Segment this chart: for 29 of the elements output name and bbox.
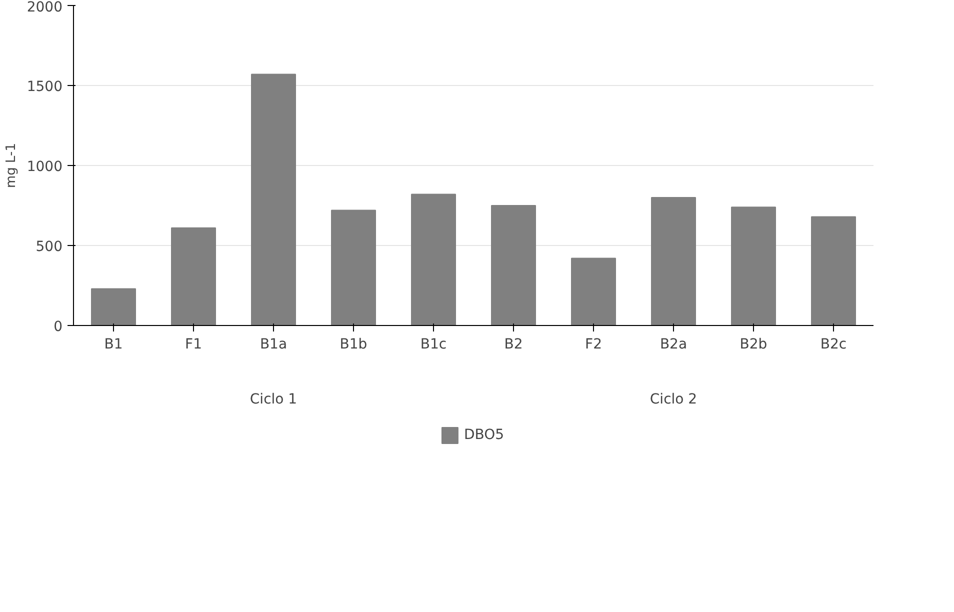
bar — [171, 227, 216, 326]
x-tick-label: B1 — [104, 336, 123, 352]
bar — [571, 258, 616, 326]
x-tick-label: F1 — [185, 336, 202, 352]
x-tick-label: B2b — [740, 336, 768, 352]
y-tick-label: 500 — [36, 239, 63, 255]
y-tick-label: 1000 — [26, 159, 63, 175]
bar — [91, 288, 136, 326]
y-tick-label: 0 — [54, 319, 63, 335]
bar — [331, 210, 376, 326]
y-tick-label: 2000 — [26, 0, 63, 16]
text: Ciclo 1 — [250, 392, 298, 408]
legend-label: DBO5 — [464, 427, 504, 443]
bar — [411, 194, 456, 326]
bar — [491, 205, 536, 326]
x-tick-label: B2 — [504, 336, 523, 352]
y-axis-title: mg L-1 — [4, 142, 19, 188]
x-tick-label: B1a — [260, 336, 288, 352]
x-tick-label: F2 — [585, 336, 602, 352]
x-tick-label: B1b — [340, 336, 368, 352]
bar — [251, 74, 296, 326]
x-tick-label: B2c — [820, 336, 847, 352]
y-tick-label: 1500 — [26, 79, 63, 95]
bar — [651, 197, 696, 326]
x-tick-label: B1c — [420, 336, 447, 352]
text: Ciclo 2 — [650, 392, 698, 408]
bar — [731, 206, 776, 326]
bar — [811, 216, 856, 326]
x-tick-label: B2a — [660, 336, 688, 352]
